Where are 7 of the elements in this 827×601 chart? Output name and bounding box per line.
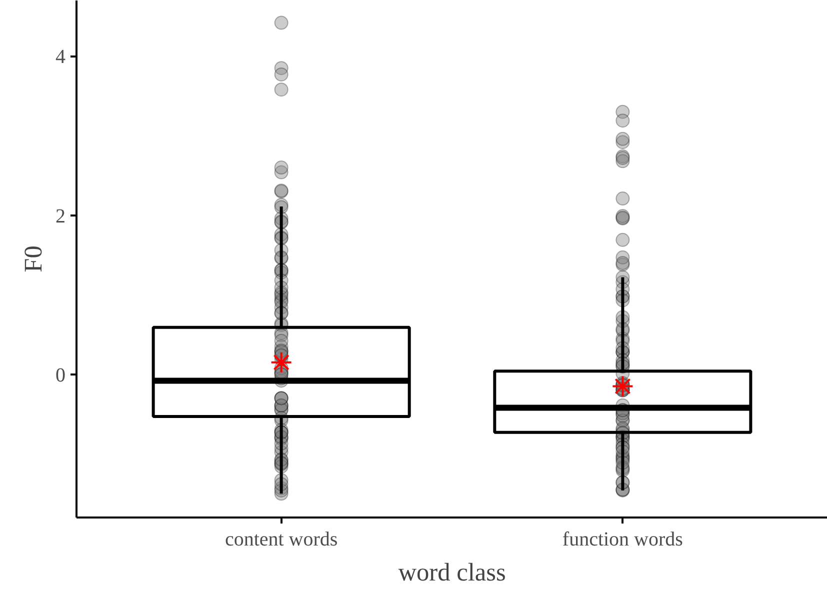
y-tick-label: 4 <box>56 46 66 68</box>
y-axis-title: F0 <box>20 246 48 272</box>
x-axis-title: word class <box>398 558 506 586</box>
x-tick-label: content words <box>224 528 338 550</box>
y-tick-label: 2 <box>56 205 66 228</box>
x-tick-label: function words <box>562 528 684 550</box>
y-tick-label: 0 <box>56 364 66 386</box>
